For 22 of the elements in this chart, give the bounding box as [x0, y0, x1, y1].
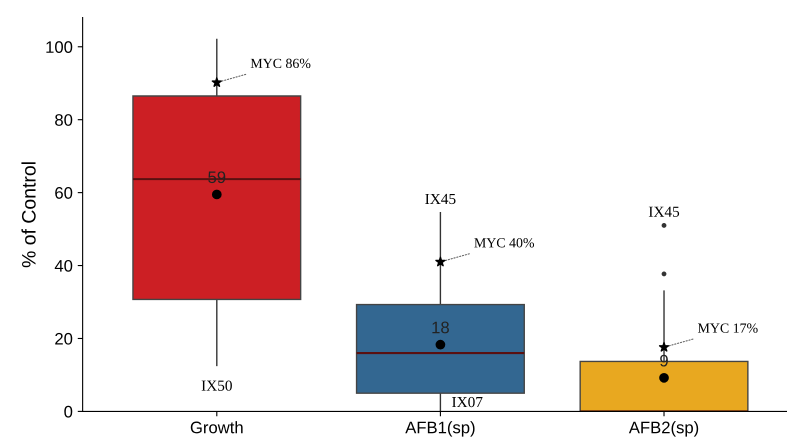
y-tick-label: 60 — [55, 187, 72, 199]
annotation: 9 — [660, 354, 668, 367]
annotation: IX50 — [202, 380, 232, 391]
y-axis-title: % of Control — [21, 162, 36, 268]
point — [658, 342, 670, 352]
y-tick-label: 0 — [64, 406, 72, 418]
annotation: IX07 — [452, 396, 482, 408]
annotation: IX45 — [425, 194, 456, 204]
annotation: MYC 40% — [474, 238, 534, 248]
x-tick-label: Growth — [190, 421, 243, 434]
x-tick-label: AFB1(sp) — [405, 421, 475, 437]
annotation: MYC 86% — [250, 58, 310, 68]
x-tick-label: AFB2(sp) — [628, 421, 698, 437]
y-tick-label: 100 — [46, 41, 72, 53]
y-tick-label: 20 — [55, 332, 72, 345]
y-tick-label: 80 — [55, 114, 72, 126]
point — [212, 77, 222, 87]
annotation: IX45 — [648, 206, 680, 217]
annotation: 18 — [432, 322, 449, 334]
annotation: MYC 17% — [698, 323, 758, 333]
y-tick-label: 40 — [54, 260, 72, 272]
point — [435, 256, 446, 266]
